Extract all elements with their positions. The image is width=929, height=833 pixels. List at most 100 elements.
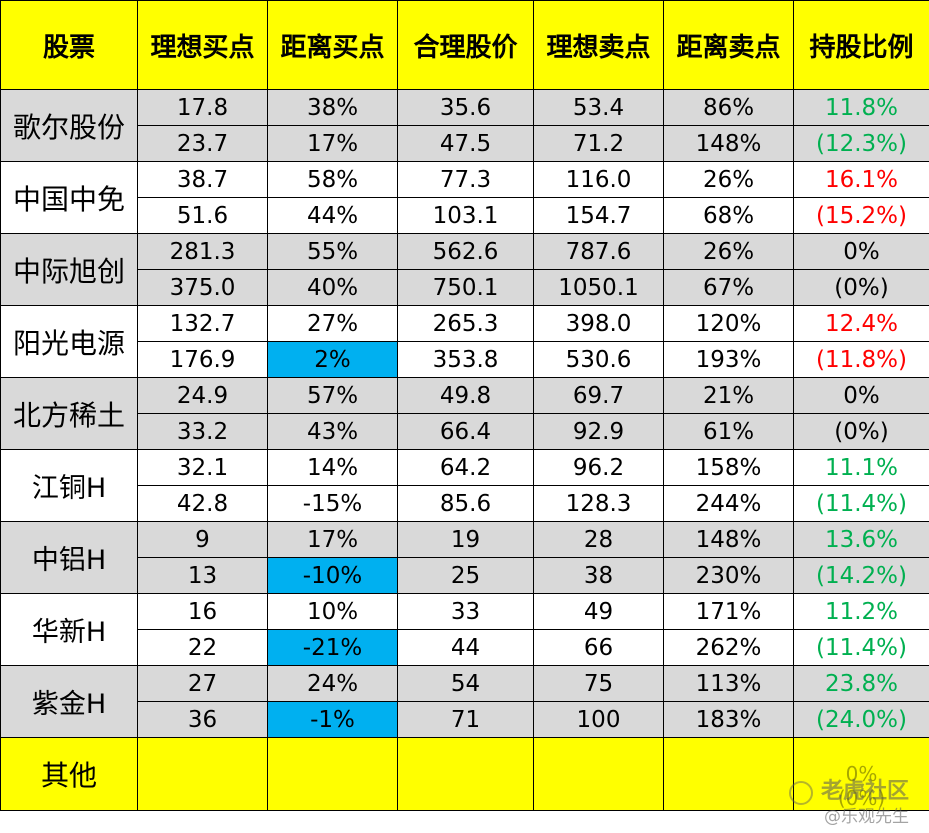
cell-fair-price: 19 [397, 521, 534, 558]
cell-ideal-buy: 27 [137, 665, 268, 702]
cell-position: 23.8% [793, 665, 929, 702]
table-row: 36 -1% 71 100 183% (24.0%) [1, 701, 929, 738]
cell-fair-price: 66.4 [397, 413, 534, 450]
cell-fair-price: 25 [397, 557, 534, 594]
table-row: 23.7 17% 47.5 71.2 148% (12.3%) [1, 125, 929, 162]
header-distance-buy: 距离买点 [267, 0, 398, 90]
cell-ideal-sell: 530.6 [533, 341, 664, 378]
cell-position: (0%) [793, 413, 929, 450]
footer-empty-cell [397, 737, 534, 811]
cell-fair-price: 750.1 [397, 269, 534, 306]
cell-position: (11.4%) [793, 629, 929, 666]
cell-ideal-sell: 69.7 [533, 377, 664, 414]
cell-ideal-sell: 1050.1 [533, 269, 664, 306]
cell-distance-buy: -10% [267, 557, 398, 594]
cell-ideal-sell: 49 [533, 593, 664, 630]
cell-ideal-sell: 116.0 [533, 161, 664, 198]
cell-distance-buy: 43% [267, 413, 398, 450]
cell-position: 13.6% [793, 521, 929, 558]
cell-ideal-sell: 75 [533, 665, 664, 702]
cell-ideal-buy: 176.9 [137, 341, 268, 378]
cell-distance-sell: 68% [663, 197, 794, 234]
cell-fair-price: 54 [397, 665, 534, 702]
cell-fair-price: 71 [397, 701, 534, 738]
cell-position: 11.2% [793, 593, 929, 630]
cell-ideal-sell: 71.2 [533, 125, 664, 162]
cell-ideal-sell: 53.4 [533, 89, 664, 126]
cell-fair-price: 35.6 [397, 89, 534, 126]
cell-ideal-buy: 17.8 [137, 89, 268, 126]
cell-ideal-sell: 128.3 [533, 485, 664, 522]
stock-name: 阳光电源 [0, 305, 138, 378]
stock-name: 北方稀土 [0, 377, 138, 450]
table-row: 375.0 40% 750.1 1050.1 67% (0%) [1, 269, 929, 306]
cell-position: (0%) [793, 269, 929, 306]
cell-position: 12.4% [793, 305, 929, 342]
cell-fair-price: 64.2 [397, 449, 534, 486]
cell-distance-buy: 17% [267, 125, 398, 162]
cell-position: (11.4%) [793, 485, 929, 522]
table-row: 中际旭创 281.3 55% 562.6 787.6 26% 0% [0, 233, 929, 306]
cell-fair-price: 47.5 [397, 125, 534, 162]
cell-distance-sell: 120% [663, 305, 794, 342]
cell-distance-sell: 21% [663, 377, 794, 414]
cell-distance-sell: 244% [663, 485, 794, 522]
cell-position: 16.1% [793, 161, 929, 198]
table-row: 歌尔股份 17.8 38% 35.6 53.4 86% 11.8% [0, 89, 929, 162]
cell-distance-sell: 230% [663, 557, 794, 594]
cell-position: 11.8% [793, 89, 929, 126]
footer-row: 其他 0% (0%) [0, 737, 929, 811]
cell-position: (14.2%) [793, 557, 929, 594]
cell-fair-price: 44 [397, 629, 534, 666]
cell-distance-buy: 27% [267, 305, 398, 342]
footer-empty-cell [267, 737, 398, 811]
footer-empty-cell [137, 737, 268, 811]
cell-distance-sell: 158% [663, 449, 794, 486]
cell-distance-buy: 38% [267, 89, 398, 126]
cell-ideal-sell: 398.0 [533, 305, 664, 342]
cell-ideal-sell: 154.7 [533, 197, 664, 234]
cell-distance-sell: 26% [663, 233, 794, 270]
table-row: 42.8 -15% 85.6 128.3 244% (11.4%) [1, 485, 929, 522]
cell-distance-sell: 113% [663, 665, 794, 702]
cell-ideal-buy: 42.8 [137, 485, 268, 522]
stock-name-other: 其他 [0, 737, 138, 811]
cell-ideal-buy: 9 [137, 521, 268, 558]
table-row: 紫金H 27 24% 54 75 113% 23.8% [0, 665, 929, 738]
footer-position: 0% (0%) [793, 737, 929, 811]
cell-ideal-sell: 28 [533, 521, 664, 558]
table-row: 22 -21% 44 66 262% (11.4%) [1, 629, 929, 666]
cell-ideal-buy: 38.7 [137, 161, 268, 198]
cell-ideal-buy: 33.2 [137, 413, 268, 450]
cell-distance-sell: 183% [663, 701, 794, 738]
header-position: 持股比例 [793, 0, 929, 90]
cell-position: (15.2%) [793, 197, 929, 234]
header-stock: 股票 [0, 0, 138, 90]
cell-position: (12.3%) [793, 125, 929, 162]
cell-distance-sell: 61% [663, 413, 794, 450]
table-row: 中国中免 38.7 58% 77.3 116.0 26% 16.1% [0, 161, 929, 234]
table-row: 阳光电源 132.7 27% 265.3 398.0 120% 12.4% [0, 305, 929, 378]
cell-distance-buy: 10% [267, 593, 398, 630]
footer-position-2: (0%) [837, 786, 886, 810]
header-ideal-sell: 理想卖点 [533, 0, 664, 90]
cell-distance-buy: 17% [267, 521, 398, 558]
table-row: 北方稀土 24.9 57% 49.8 69.7 21% 0% [0, 377, 929, 450]
cell-ideal-buy: 32.1 [137, 449, 268, 486]
cell-distance-buy: 57% [267, 377, 398, 414]
cell-position: 0% [793, 233, 929, 270]
header-ideal-buy: 理想买点 [137, 0, 268, 90]
cell-fair-price: 85.6 [397, 485, 534, 522]
cell-ideal-buy: 24.9 [137, 377, 268, 414]
cell-ideal-sell: 787.6 [533, 233, 664, 270]
cell-ideal-sell: 66 [533, 629, 664, 666]
stock-name: 中国中免 [0, 161, 138, 234]
cell-ideal-sell: 38 [533, 557, 664, 594]
cell-distance-buy: 55% [267, 233, 398, 270]
cell-ideal-buy: 13 [137, 557, 268, 594]
cell-distance-sell: 193% [663, 341, 794, 378]
cell-fair-price: 265.3 [397, 305, 534, 342]
cell-distance-buy: 2% [267, 341, 398, 378]
cell-ideal-sell: 100 [533, 701, 664, 738]
cell-distance-buy: -15% [267, 485, 398, 522]
